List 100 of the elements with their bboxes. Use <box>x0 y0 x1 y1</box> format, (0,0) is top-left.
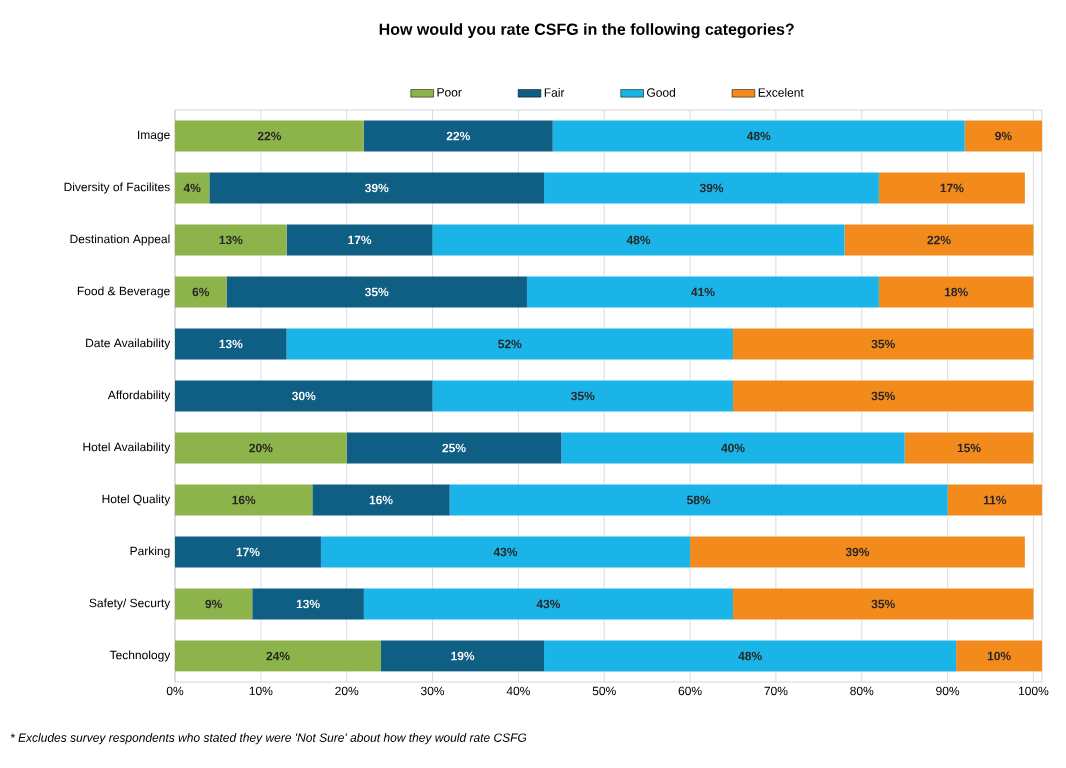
bar <box>561 432 905 464</box>
data-label: 43% <box>536 599 561 609</box>
data-label: 13% <box>219 339 243 349</box>
chart-title: How would you rate CSFG in the following categories? <box>379 23 794 39</box>
data-label: 9% <box>995 131 1012 141</box>
y-tick-label: Technology <box>109 650 171 662</box>
data-label: 16% <box>232 495 256 505</box>
data-label: 6% <box>192 287 210 297</box>
data-label: 24% <box>266 651 290 661</box>
bar <box>432 380 733 412</box>
bar <box>947 484 1043 516</box>
bar <box>732 380 1034 412</box>
data-label: 39% <box>365 183 389 193</box>
bar <box>552 120 965 152</box>
bar <box>844 224 1034 256</box>
bar <box>209 172 545 204</box>
legend-label: Excelent <box>758 87 804 97</box>
x-tick-label: 100% <box>1019 686 1049 696</box>
data-label: 15% <box>957 443 981 453</box>
legend-label: Fair <box>544 87 565 97</box>
bar <box>175 172 210 204</box>
data-label: 39% <box>699 183 724 193</box>
x-tick-label: 20% <box>335 686 359 696</box>
bar <box>175 432 347 464</box>
bar <box>449 484 948 516</box>
x-tick-label: 30% <box>420 686 445 696</box>
bar <box>175 536 321 568</box>
data-label: 11% <box>983 495 1007 505</box>
x-tick-label: 10% <box>249 686 273 696</box>
data-label: 58% <box>687 495 711 505</box>
data-label: 19% <box>451 651 475 661</box>
bar <box>286 328 733 360</box>
bar <box>904 432 1034 464</box>
y-tick-label: Food & Beverage <box>77 286 170 298</box>
bar <box>175 328 287 360</box>
data-label: 35% <box>871 339 895 349</box>
bar <box>226 276 527 308</box>
x-tick-label: 80% <box>850 686 874 696</box>
bar <box>381 640 545 672</box>
bar <box>526 276 879 308</box>
data-label: 18% <box>944 287 968 297</box>
bar <box>363 120 553 152</box>
bar <box>878 276 1034 308</box>
bar <box>732 588 1034 620</box>
y-tick-label: Hotel Availability <box>83 442 171 454</box>
bar <box>346 432 562 464</box>
y-tick-label: Parking <box>130 546 170 558</box>
bar <box>363 588 733 620</box>
y-tick-label: Diversity of Facilites <box>64 182 170 194</box>
data-label: 35% <box>871 391 895 401</box>
legend-label: Good <box>647 87 676 97</box>
y-tick-label: Safety/ Securty <box>89 598 171 610</box>
data-label: 10% <box>987 651 1011 661</box>
data-label: 4% <box>183 183 201 193</box>
y-tick-label: Date Availability <box>86 338 171 350</box>
data-label: 25% <box>442 443 466 453</box>
y-tick-label: Hotel Quality <box>102 494 171 506</box>
data-label: 48% <box>738 651 762 661</box>
bar <box>312 484 450 516</box>
data-label: 17% <box>236 547 260 557</box>
bar <box>320 536 691 568</box>
bar <box>690 536 1025 568</box>
y-tick-label: Affordability <box>107 390 171 402</box>
bar <box>732 328 1034 360</box>
data-label: 35% <box>871 599 895 609</box>
legend-label: Poor <box>437 88 462 97</box>
data-label: 39% <box>845 547 870 557</box>
data-label: 17% <box>348 235 372 245</box>
x-tick-label: 90% <box>936 686 960 696</box>
data-label: 17% <box>940 183 964 193</box>
bar <box>175 380 433 412</box>
bar <box>964 120 1043 152</box>
data-label: 13% <box>219 235 243 245</box>
data-label: 52% <box>498 339 522 349</box>
data-label: 43% <box>493 547 518 557</box>
x-tick-label: 60% <box>678 686 702 696</box>
bar <box>175 640 382 672</box>
bar <box>175 120 364 152</box>
data-label: 48% <box>626 235 651 245</box>
data-label: 22% <box>257 131 282 141</box>
bar <box>252 588 364 620</box>
bar <box>175 588 253 620</box>
bar <box>286 224 433 256</box>
y-tick-label: Destination Appeal <box>70 234 170 246</box>
x-tick-label: 40% <box>506 686 530 696</box>
bar <box>432 224 845 256</box>
data-label: 22% <box>446 131 470 141</box>
x-tick-label: 70% <box>764 686 788 696</box>
x-tick-label: 50% <box>592 686 616 696</box>
bar <box>175 224 287 256</box>
y-tick-label: Image <box>138 130 170 142</box>
bar <box>878 172 1025 204</box>
text: * Excludes survey respondents who stated they were 'Not Sure' about how they would rate CSFG <box>10 733 527 745</box>
x-tick-label: 0% <box>166 686 184 696</box>
data-label: 9% <box>205 599 222 609</box>
bar <box>175 484 313 516</box>
data-label: 35% <box>365 287 389 297</box>
bar <box>544 172 879 204</box>
data-label: 30% <box>292 391 316 401</box>
data-label: 16% <box>369 495 393 505</box>
